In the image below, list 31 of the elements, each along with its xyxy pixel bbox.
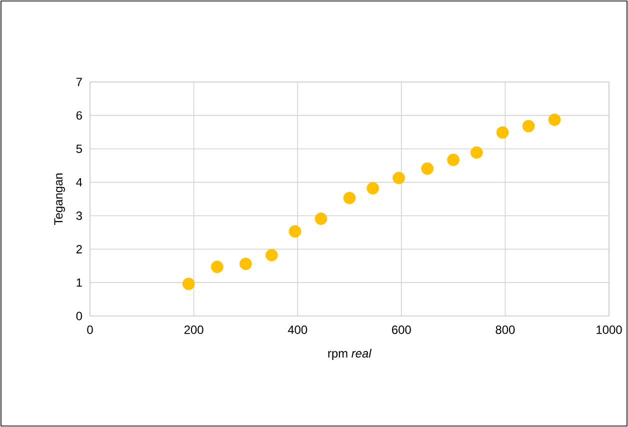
y-tick-label: 1 — [76, 278, 82, 287]
point — [548, 114, 561, 126]
x-tick-label: 600 — [392, 326, 411, 334]
x-tick-label: 0 — [87, 326, 93, 334]
point — [421, 162, 434, 175]
x-axis-title: rpm real — [328, 348, 372, 360]
point — [470, 146, 483, 159]
y-tick-label: 6 — [76, 111, 82, 120]
y-tick-label: 7 — [76, 78, 82, 86]
point — [447, 154, 460, 166]
point — [288, 225, 302, 238]
y-tick-label: 5 — [76, 144, 82, 154]
y-tick-label: 2 — [76, 244, 82, 254]
point — [265, 248, 278, 262]
point — [343, 192, 356, 204]
point — [522, 120, 535, 132]
y-tick-label: 3 — [76, 211, 82, 220]
point — [392, 172, 406, 184]
x-tick-label: 800 — [496, 326, 515, 334]
x-tick-label: 1000 — [596, 326, 622, 334]
y-tick-label: 0 — [76, 312, 82, 320]
y-axis-title: Tegangan — [54, 174, 65, 225]
point — [210, 260, 224, 274]
point — [182, 278, 195, 290]
x-tick-label: 200 — [184, 326, 204, 334]
x-tick-label: 400 — [288, 326, 308, 334]
point — [496, 126, 509, 139]
point — [240, 258, 252, 270]
point — [366, 182, 380, 195]
y-tick-label: 4 — [76, 178, 82, 186]
point — [314, 212, 328, 225]
